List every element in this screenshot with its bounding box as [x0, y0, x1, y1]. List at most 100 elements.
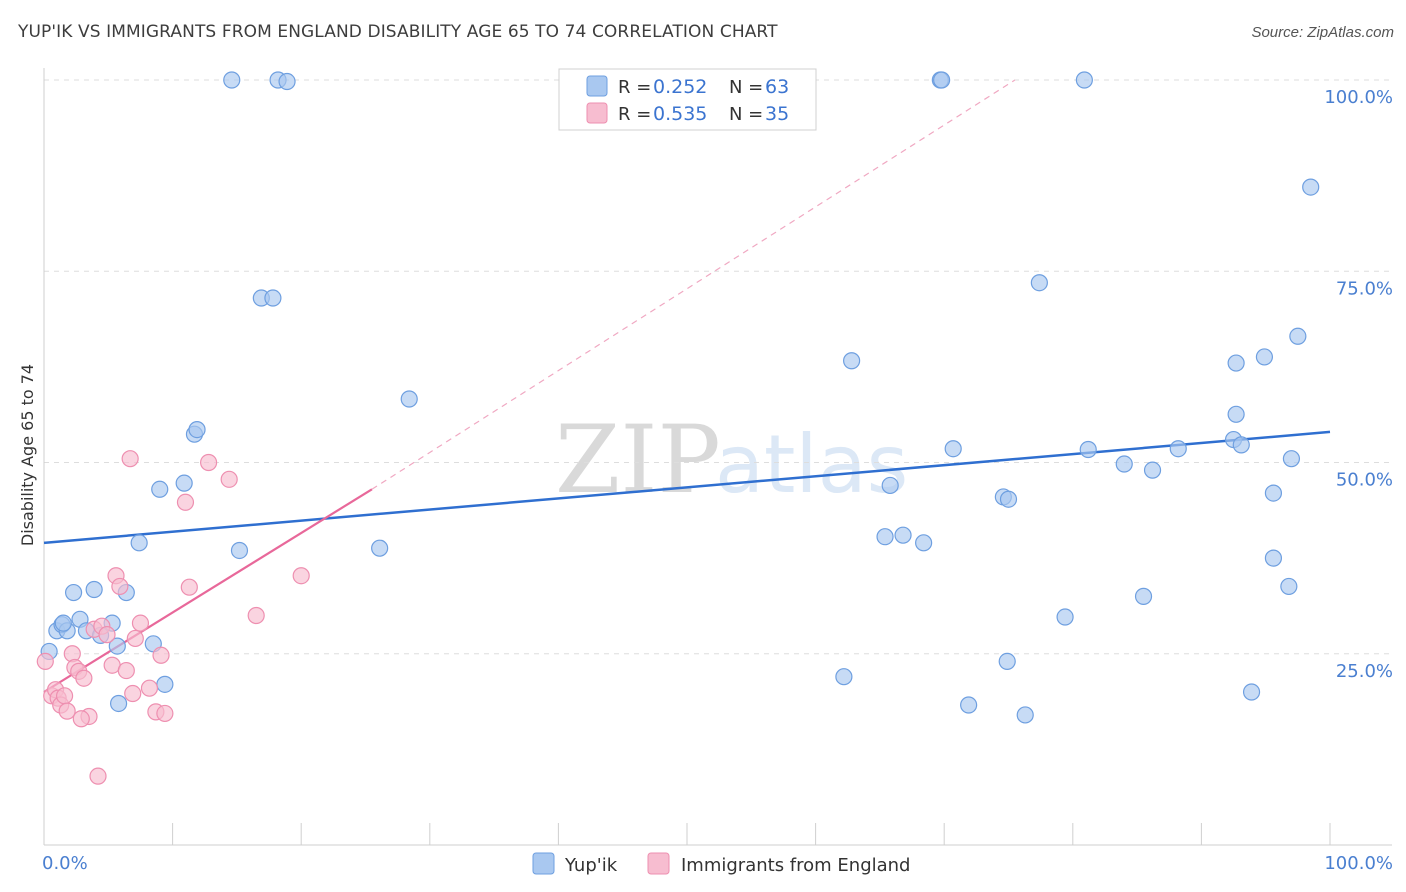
england-point-0 — [36, 652, 54, 671]
england-point-31 — [220, 470, 238, 488]
yupik-point-26 — [960, 696, 978, 714]
yupik-point-56 — [1280, 577, 1298, 596]
england-trend-line — [43, 488, 373, 693]
yupik-point-18 — [188, 421, 206, 439]
yupik-point-52 — [1255, 348, 1274, 366]
yupik-point-57 — [1282, 450, 1301, 468]
england-point-15 — [98, 626, 116, 644]
yupik-point-54 — [1264, 549, 1283, 567]
yupik-point-40 — [998, 652, 1016, 671]
yupik-point-43 — [1056, 608, 1074, 626]
england-point-33 — [292, 567, 310, 585]
y-tick-label-25: 25.0% — [1336, 661, 1393, 682]
source-label: Source: ZipAtlas.com — [1251, 24, 1394, 41]
england-point-24 — [140, 679, 159, 697]
yupik-point-39 — [999, 490, 1018, 508]
england-point-34 — [72, 710, 90, 728]
yupik-point-34 — [876, 528, 894, 546]
x-tick-label-start: 0.0% — [42, 853, 88, 874]
yupik-point-42 — [1075, 71, 1093, 89]
yupik-trend-line — [43, 430, 1331, 545]
england-point-28 — [180, 578, 198, 596]
england-point-10 — [75, 669, 93, 687]
yupik-point-14 — [151, 480, 169, 498]
yupik-point-41 — [1030, 274, 1048, 292]
legend-n-label-pink: N = — [729, 104, 763, 125]
yupik-point-36 — [933, 71, 951, 89]
yupik-point-61 — [1242, 683, 1261, 701]
yupik-point-27 — [278, 72, 296, 91]
england-point-5 — [55, 687, 74, 705]
bottom-legend: Yup'ik Immigrants from England — [532, 852, 910, 876]
bottom-legend-swatch-blue — [532, 852, 555, 875]
bottom-legend-label-blue: Yup'ik — [564, 855, 618, 876]
yupik-point-31 — [843, 352, 861, 370]
yupik-point-15 — [156, 675, 174, 693]
y-tick-label-100: 100.0% — [1324, 87, 1393, 108]
bottom-legend-swatch-pink — [647, 852, 670, 875]
yupik-point-53 — [1232, 436, 1250, 454]
legend-swatch-blue — [586, 75, 608, 97]
england-point-6 — [58, 702, 76, 720]
axes — [43, 68, 1392, 846]
yupik-point-55 — [1264, 484, 1283, 502]
yupik-point-19 — [230, 541, 249, 560]
yupik-point-32 — [881, 476, 899, 495]
england-point-13 — [89, 767, 107, 785]
yupik-point-62 — [835, 668, 853, 686]
yupik-point-12 — [130, 534, 148, 552]
yupik-point-24 — [371, 539, 389, 557]
england-point-29 — [176, 493, 195, 511]
england-point-23 — [131, 614, 150, 632]
gridlines — [44, 79, 1392, 655]
watermark-zip: ZIP — [555, 406, 721, 515]
yupik-point-44 — [1079, 440, 1097, 459]
england-point-26 — [152, 646, 170, 664]
yupik-point-60 — [1016, 706, 1034, 724]
data-points — [36, 71, 1320, 785]
yupik-point-33 — [894, 526, 912, 544]
legend-n-value-blue: 63 — [765, 76, 789, 98]
trend-lines — [43, 79, 1331, 693]
y-tick-label-50: 50.0% — [1336, 470, 1393, 491]
legend-r-label-blue: R = — [618, 77, 651, 98]
england-point-21 — [124, 684, 142, 703]
yupik-point-16 — [175, 474, 193, 492]
england-point-20 — [121, 450, 139, 468]
tick-labels: 25.0% 50.0% 75.0% 100.0% 0.0% 100.0% — [42, 87, 1393, 874]
england-point-30 — [200, 453, 218, 472]
legend-box: R = 0.252 N = 63 R = 0.535 N = 35 — [558, 68, 817, 131]
yupik-point-37 — [944, 440, 962, 458]
yupik-point-29 — [54, 614, 72, 632]
legend-swatch-pink — [586, 102, 608, 124]
england-point-19 — [117, 661, 135, 680]
england-point-27 — [156, 704, 174, 723]
legend-r-label-pink: R = — [618, 104, 651, 125]
watermark-atlas: atlas — [715, 418, 908, 511]
yupik-point-25 — [400, 390, 418, 408]
england-point-32 — [247, 606, 265, 625]
yupik-point-46 — [1134, 587, 1153, 605]
yupik-point-10 — [108, 637, 126, 655]
yupik-point-20 — [223, 71, 241, 89]
y-axis-title: Disability Age 65 to 74 — [18, 364, 37, 546]
yupik-point-30 — [109, 694, 128, 713]
bottom-legend-label-pink: Immigrants from England — [681, 855, 910, 876]
legend-n-label-blue: N = — [729, 77, 763, 98]
england-point-22 — [126, 629, 144, 648]
yupik-point-51 — [1227, 405, 1245, 423]
yupik-point-23 — [264, 289, 282, 307]
yupik-point-47 — [1143, 461, 1162, 479]
yupik-point-58 — [1289, 327, 1307, 345]
legend-n-value-pink: 35 — [765, 103, 789, 125]
x-tick-label-end: 100.0% — [1324, 853, 1393, 874]
legend-r-value-blue: 0.252 — [653, 76, 707, 98]
y-tick-label-75: 75.0% — [1336, 278, 1393, 299]
yupik-point-45 — [1115, 455, 1133, 473]
yupik-point-59 — [1302, 178, 1320, 196]
yupik-point-4 — [64, 583, 83, 602]
england-point-18 — [111, 577, 129, 596]
yupik-point-35 — [915, 534, 933, 552]
yupik-point-7 — [85, 580, 103, 599]
